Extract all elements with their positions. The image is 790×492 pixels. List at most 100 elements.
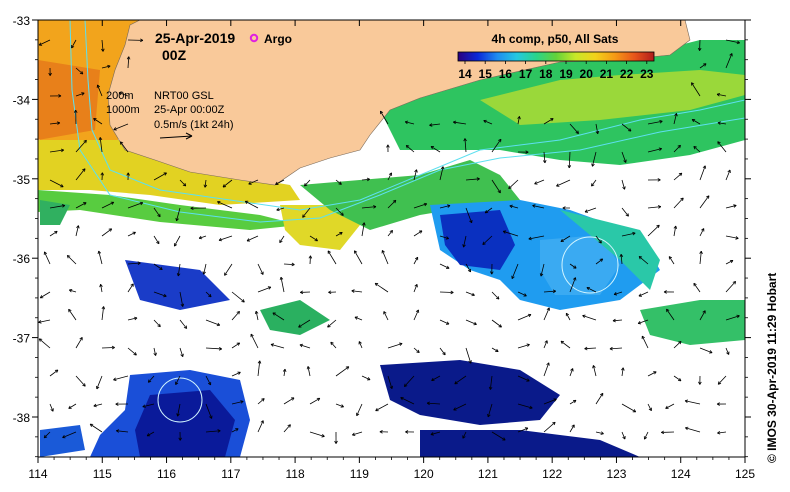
current-arrow-icon bbox=[543, 340, 548, 349]
current-arrow-icon bbox=[126, 172, 130, 181]
current-arrow-icon bbox=[595, 235, 602, 244]
current-arrow-icon bbox=[517, 343, 530, 349]
current-arrow-icon bbox=[586, 286, 597, 293]
current-arrow-icon bbox=[115, 402, 129, 406]
current-arrow-icon bbox=[361, 375, 371, 381]
current-arrow-icon bbox=[685, 426, 701, 433]
current-arrow-icon bbox=[699, 347, 713, 354]
colorbar-tick-label: 15 bbox=[479, 67, 493, 81]
current-arrow-icon bbox=[351, 289, 363, 293]
current-arrow-icon bbox=[637, 319, 649, 325]
current-arrow-icon bbox=[621, 151, 627, 163]
current-arrow-icon bbox=[374, 282, 389, 293]
current-arrow-icon bbox=[257, 286, 272, 293]
sst-patch-navy-116 bbox=[135, 390, 235, 457]
current-arrow-icon bbox=[48, 67, 52, 76]
current-arrow-icon bbox=[426, 401, 441, 406]
lon-tick-label: 117 bbox=[221, 467, 240, 481]
current-arrow-icon bbox=[725, 314, 740, 321]
current-arrow-icon bbox=[562, 206, 571, 210]
current-arrow-icon bbox=[517, 116, 521, 125]
current-arrow-icon bbox=[142, 403, 155, 408]
current-arrow-icon bbox=[641, 335, 649, 349]
current-arrow-icon bbox=[127, 261, 141, 265]
sst-patch-navy-south bbox=[420, 430, 640, 457]
current-arrow-icon bbox=[38, 338, 51, 349]
current-arrow-icon bbox=[666, 308, 675, 321]
legend-product: NRT00 GSL bbox=[154, 90, 214, 102]
colorbar-tick-label: 23 bbox=[640, 67, 654, 81]
current-arrow-icon bbox=[543, 421, 556, 433]
current-arrow-icon bbox=[673, 197, 684, 209]
current-arrow-icon bbox=[569, 263, 577, 269]
current-arrow-icon bbox=[231, 428, 239, 433]
current-arrow-icon bbox=[127, 283, 134, 293]
current-arrow-icon bbox=[490, 263, 494, 275]
current-arrow-icon bbox=[176, 403, 181, 417]
current-arrow-icon bbox=[717, 431, 727, 435]
current-arrow-icon bbox=[567, 151, 572, 169]
current-arrow-icon bbox=[647, 178, 661, 182]
lon-tick-label: 124 bbox=[671, 467, 691, 481]
sst-patch-deep-blue-120 bbox=[440, 210, 515, 270]
lon-tick-label: 116 bbox=[157, 467, 176, 481]
current-arrow-icon bbox=[304, 179, 311, 187]
current-arrow-icon bbox=[383, 311, 389, 321]
current-arrow-icon bbox=[621, 431, 626, 440]
current-arrow-icon bbox=[439, 263, 450, 269]
current-arrow-icon bbox=[387, 375, 393, 390]
current-arrow-icon bbox=[302, 207, 311, 218]
argo-marker-icon bbox=[249, 33, 259, 43]
current-arrow-icon bbox=[542, 151, 547, 164]
current-arrow-icon bbox=[595, 431, 604, 435]
current-arrow-icon bbox=[484, 207, 493, 214]
current-arrow-icon bbox=[439, 166, 445, 181]
current-arrow-icon bbox=[43, 431, 51, 439]
current-arrow-icon bbox=[246, 235, 259, 242]
plot-area bbox=[38, 20, 745, 457]
current-arrow-icon bbox=[592, 365, 597, 377]
colorbar-ticks: 14 15 16 17 18 19 20 21 22 23 bbox=[458, 61, 654, 81]
current-arrow-icon bbox=[179, 291, 185, 307]
current-arrow-icon bbox=[517, 427, 529, 433]
current-arrow-icon bbox=[75, 337, 83, 349]
current-arrow-icon bbox=[465, 263, 472, 273]
current-arrow-icon bbox=[543, 289, 556, 294]
current-arrow-icon bbox=[565, 312, 571, 321]
current-arrow-icon bbox=[43, 251, 51, 265]
current-arrow-icon bbox=[116, 429, 129, 433]
lat-tick-label: -33 bbox=[13, 14, 31, 28]
current-arrow-icon bbox=[725, 235, 739, 240]
current-arrow-icon bbox=[404, 120, 415, 125]
current-arrow-icon bbox=[491, 431, 506, 441]
current-arrow-icon bbox=[560, 340, 571, 349]
current-arrow-icon bbox=[381, 250, 389, 265]
current-arrow-icon bbox=[101, 39, 105, 52]
colorbar bbox=[457, 51, 655, 62]
current-arrow-icon bbox=[591, 151, 597, 167]
current-vectors bbox=[38, 38, 740, 444]
current-arrow-icon bbox=[483, 119, 493, 125]
current-arrow-icon bbox=[539, 263, 545, 277]
current-arrow-icon bbox=[179, 347, 184, 357]
current-arrow-icon bbox=[487, 403, 493, 418]
current-arrow-icon bbox=[153, 291, 167, 298]
current-arrow-icon bbox=[309, 397, 321, 405]
current-arrow-icon bbox=[101, 64, 111, 69]
current-arrow-icon bbox=[127, 347, 137, 356]
current-arrow-icon bbox=[387, 172, 393, 181]
current-arrow-icon bbox=[413, 283, 418, 293]
current-arrow-icon bbox=[621, 123, 632, 132]
current-arrow-icon bbox=[93, 403, 103, 408]
current-arrow-icon bbox=[153, 172, 167, 181]
current-arrow-icon bbox=[62, 431, 77, 439]
current-arrow-icon bbox=[430, 431, 441, 436]
current-arrow-icon bbox=[113, 123, 129, 131]
lon-tick-label: 122 bbox=[542, 467, 562, 481]
current-arrow-icon bbox=[673, 340, 682, 349]
current-arrow-icon bbox=[202, 263, 207, 275]
current-arrow-icon bbox=[309, 235, 318, 242]
current-arrow-icon bbox=[569, 368, 574, 377]
legend-valid-time: 25-Apr 00:00Z bbox=[154, 104, 225, 116]
current-arrow-icon bbox=[75, 67, 84, 75]
